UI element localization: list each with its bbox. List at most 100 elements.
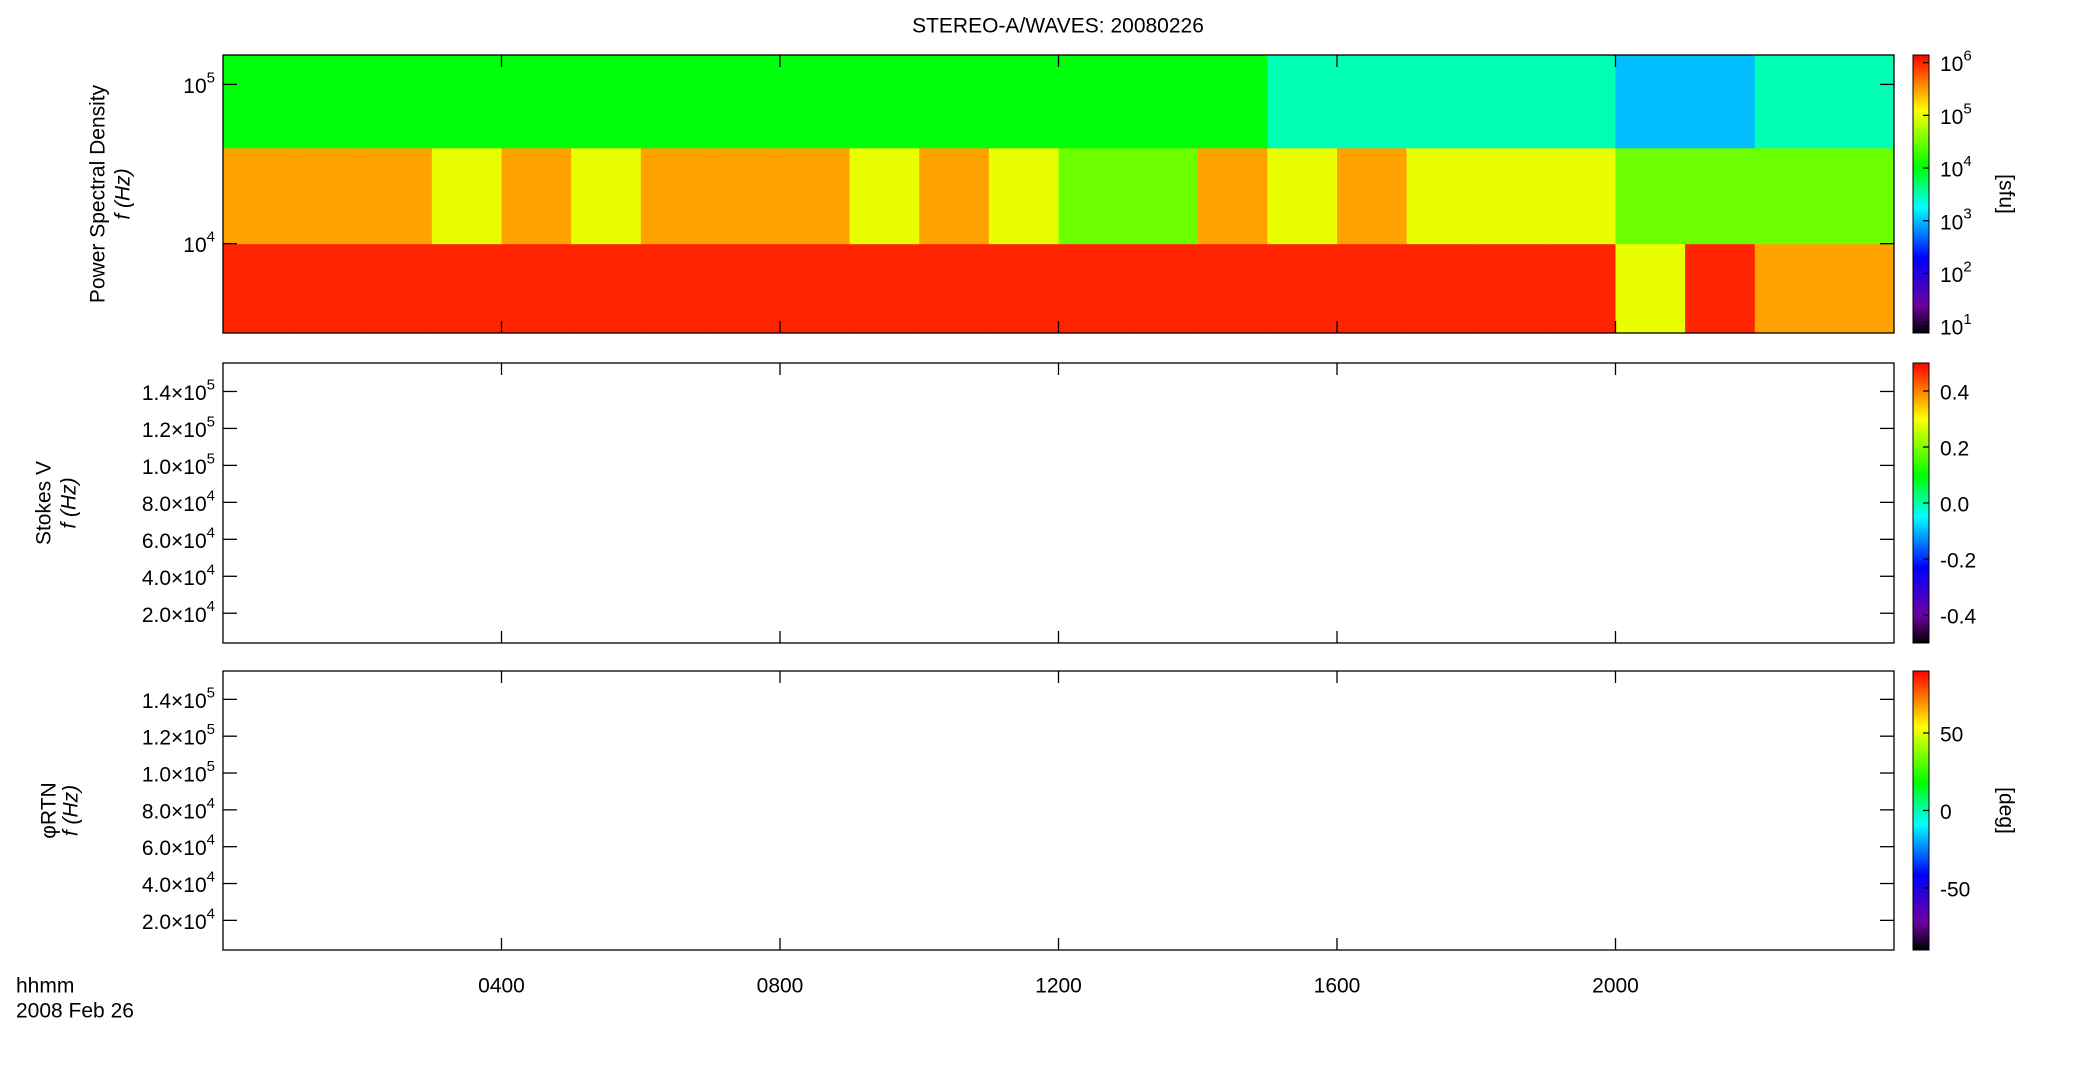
y-axis-label: f (Hz)	[60, 785, 83, 836]
heatmap-cell	[919, 243, 990, 334]
heatmap-cell	[988, 147, 1059, 245]
heatmap-cell	[362, 147, 433, 245]
colorbar-tick-label: 0	[1940, 801, 1952, 824]
colorbar-tick-label: -0.2	[1940, 550, 1976, 573]
heatmap-cell	[1685, 55, 1756, 149]
heatmap-cell	[988, 55, 1059, 149]
heatmap-cell	[1197, 147, 1268, 245]
colorbar-tick-label: 0.2	[1940, 438, 1969, 461]
x-tick-label: 1600	[1314, 975, 1361, 998]
heatmap-cell	[849, 55, 920, 149]
heatmap-cell	[1754, 55, 1825, 149]
heatmap-cell	[1406, 147, 1477, 245]
heatmap-cell	[571, 147, 642, 245]
heatmap-cell	[292, 55, 363, 149]
y-axis-label: f (Hz)	[58, 477, 81, 528]
heatmap-cell	[1406, 55, 1477, 149]
y-tick-label: 8.0×104	[142, 487, 215, 516]
colorbar-tick-label: 50	[1940, 724, 1963, 747]
y-tick-label: 6.0×104	[142, 524, 215, 553]
heatmap-cell	[710, 243, 781, 334]
heatmap-cell	[1615, 243, 1686, 334]
heatmap-cell	[292, 243, 363, 334]
heatmap-cell	[640, 55, 711, 149]
heatmap-cell	[1197, 55, 1268, 149]
y-tick-label: 6.0×104	[142, 832, 215, 861]
heatmap-cell	[431, 55, 502, 149]
heatmap-cell	[1337, 147, 1408, 245]
colorbar-tick-label: 101	[1940, 311, 1972, 340]
y-tick-label: 4.0×104	[142, 561, 215, 590]
y-tick-label: 1.2×105	[142, 413, 215, 442]
heatmap-cell	[1058, 243, 1129, 334]
colorbar-tick-label: -50	[1940, 879, 1970, 902]
x-tick-label: 0800	[757, 975, 804, 998]
heatmap-cell	[431, 243, 502, 334]
heatmap-cell	[1685, 147, 1756, 245]
y-tick-label: 4.0×104	[142, 868, 215, 897]
colorbar-tick-label: 0.4	[1940, 382, 1970, 405]
heatmap-cell	[1545, 243, 1616, 334]
heatmap-cell	[571, 243, 642, 334]
heatmap-cell	[640, 147, 711, 245]
colorbar-tick-label: 103	[1940, 206, 1972, 235]
heatmap-cell	[1545, 147, 1616, 245]
y-tick-label: 1.2×105	[142, 721, 215, 750]
heatmap-cell	[1615, 147, 1686, 245]
heatmap-cell	[571, 55, 642, 149]
heatmap-cell	[1197, 243, 1268, 334]
heatmap-cell	[431, 147, 502, 245]
heatmap-cell	[1337, 243, 1408, 334]
colorbar-tick-label: 0.0	[1940, 494, 1969, 517]
colorbar-tick-label: 104	[1940, 153, 1972, 182]
heatmap-cell	[1406, 243, 1477, 334]
heatmap-cell	[362, 243, 433, 334]
heatmap-cell	[1337, 55, 1408, 149]
chart-title: STEREO-A/WAVES: 20080226	[912, 15, 1204, 38]
heatmap-cell	[1058, 55, 1129, 149]
heatmap-cell	[1128, 243, 1199, 334]
y-tick-label: 2.0×104	[142, 598, 215, 627]
y-tick-label: 105	[183, 69, 215, 98]
heatmap-cell	[710, 147, 781, 245]
heatmap-cell	[1476, 243, 1547, 334]
heatmap-cell	[501, 147, 572, 245]
heatmap-cell	[1128, 55, 1199, 149]
colorbar-tick-label: -0.4	[1940, 606, 1977, 629]
y-tick-label: 104	[183, 229, 215, 258]
x-tick-label: 1200	[1035, 975, 1082, 998]
heatmap-cell	[1128, 147, 1199, 245]
colorbar-tick-label: 102	[1940, 258, 1972, 287]
heatmap-cell	[919, 55, 990, 149]
heatmap-cell	[780, 147, 851, 245]
y-axis-label: Stokes V	[33, 461, 56, 545]
heatmap-cell	[1754, 147, 1825, 245]
colorbar-label: [sfu]	[1994, 174, 2017, 214]
y-axis-label: Power Spectral Density	[87, 84, 110, 303]
colorbar-tick-label: 105	[1940, 100, 1972, 129]
y-tick-label: 1.4×105	[142, 684, 215, 713]
heatmap-cell	[1685, 243, 1756, 334]
heatmap-cell	[223, 55, 294, 149]
heatmap-cell	[292, 147, 363, 245]
heatmap-cell	[1058, 147, 1129, 245]
heatmap-cell	[1824, 147, 1895, 245]
heatmap-cell	[849, 147, 920, 245]
x-tick-label: 2000	[1592, 975, 1639, 998]
y-tick-label: 1.4×105	[142, 376, 215, 405]
heatmap-cell	[362, 55, 433, 149]
heatmap-cell	[1824, 55, 1895, 149]
heatmap-cell	[1267, 243, 1338, 334]
date-label: 2008 Feb 26	[16, 1000, 134, 1023]
heatmap-cell	[640, 243, 711, 334]
heatmap-cell	[501, 55, 572, 149]
colorbar	[1912, 54, 1930, 334]
heatmap-cell	[1476, 55, 1547, 149]
y-tick-label: 1.0×105	[142, 450, 215, 479]
heatmap-cell	[1267, 147, 1338, 245]
heatmap-cell	[1267, 55, 1338, 149]
y-tick-label: 1.0×105	[142, 758, 215, 787]
x-axis-label: hhmm	[16, 975, 74, 998]
heatmap-cell	[780, 55, 851, 149]
